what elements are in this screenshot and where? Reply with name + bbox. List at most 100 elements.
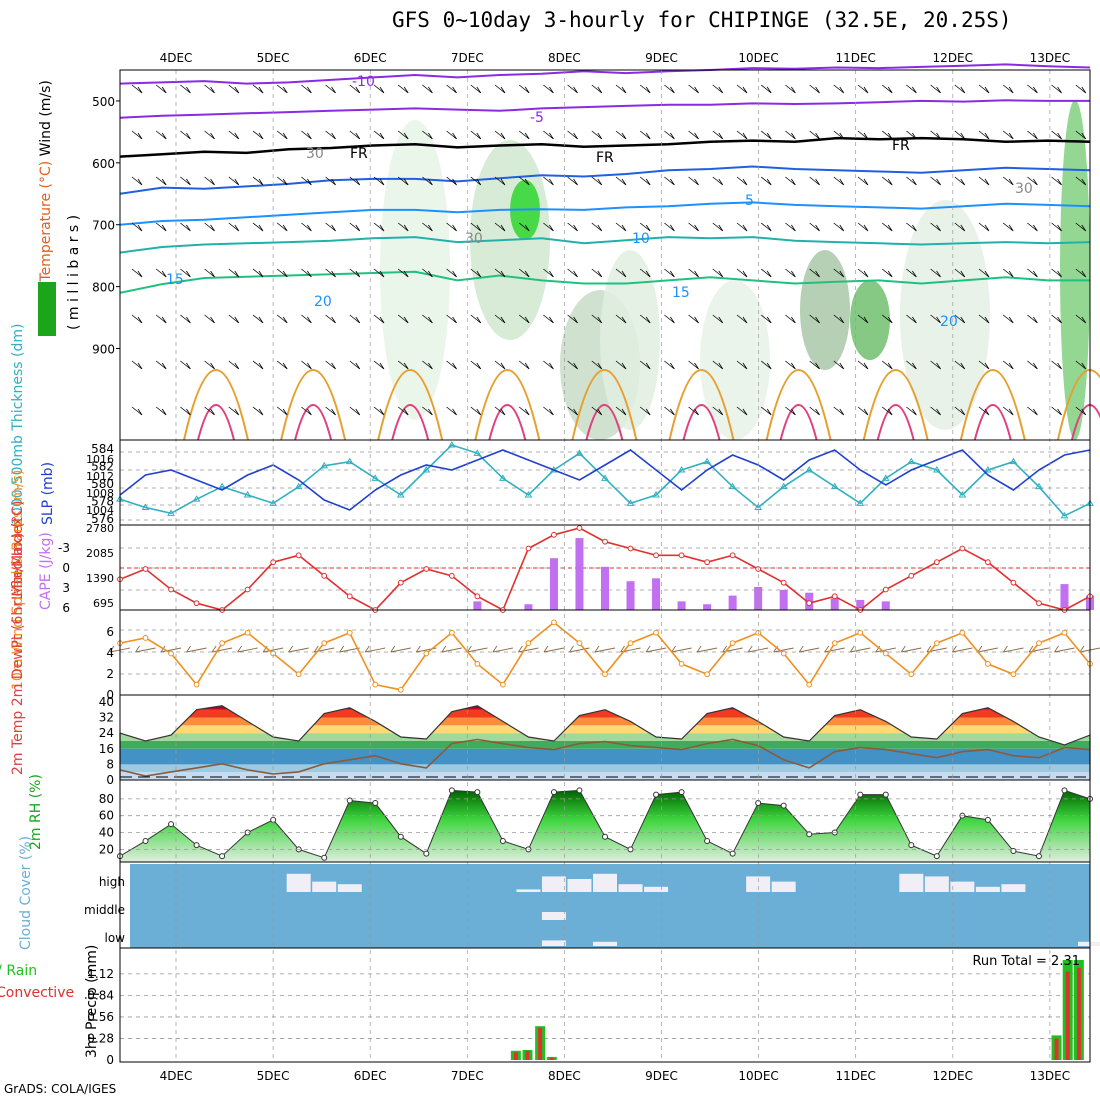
- rh-point: [448, 787, 455, 794]
- wind-barb: [204, 268, 215, 278]
- wind-speed-line-point: [474, 660, 481, 667]
- contour-label: FR: [892, 138, 910, 154]
- temp-band: [120, 772, 1090, 780]
- wind-barb: [349, 222, 361, 232]
- wind-barb: [470, 176, 482, 186]
- wind-barb: [1002, 84, 1014, 94]
- wind-barb: [857, 360, 869, 370]
- cape-bar: [703, 604, 712, 610]
- hot-contour-2: [391, 404, 430, 441]
- lifted-index-line-point: [984, 559, 991, 566]
- cloud-bar-high: [618, 884, 643, 892]
- wind-barb: [736, 130, 748, 140]
- wind-barb: [518, 222, 530, 232]
- rh-point: [576, 787, 583, 794]
- bottom-date-label: 9DEC: [645, 1069, 678, 1083]
- wind-barb: [373, 130, 385, 140]
- wind-speed-line: [119, 621, 1091, 691]
- cloud-bar-high: [312, 881, 337, 892]
- wind-speed-line-point: [908, 671, 915, 678]
- wind-barb: [833, 130, 845, 140]
- lifted-index-line-point: [959, 545, 966, 552]
- wind-speed-line-point: [372, 681, 379, 688]
- wind-barb: [470, 406, 482, 416]
- wind-barb: [204, 360, 215, 370]
- surface-wind-barb: [696, 645, 718, 653]
- wind-speed-line-point: [142, 635, 149, 641]
- pressure-tick: 600: [92, 157, 115, 171]
- lifted-index-line-point: [295, 552, 302, 559]
- temp-line: [119, 705, 1091, 780]
- wind-barb: [712, 268, 724, 278]
- cape-bar: [728, 595, 737, 610]
- rh-point: [653, 791, 660, 798]
- wind-barb: [688, 314, 699, 324]
- wind-barb: [639, 268, 651, 278]
- wind-barb: [785, 176, 796, 186]
- thickness-line-point: [805, 466, 814, 473]
- wind-barb: [373, 176, 385, 186]
- wind-barb: [422, 84, 433, 94]
- wind-barb: [228, 406, 240, 416]
- lifted-index-line-point: [397, 579, 404, 586]
- wind-barb: [809, 130, 820, 140]
- top-date-label: 5DEC: [257, 51, 290, 65]
- wind-barb: [857, 406, 869, 416]
- wind-barb: [1075, 360, 1087, 370]
- wind-barb: [785, 222, 796, 232]
- wind-barb: [712, 222, 724, 232]
- wind-barb: [615, 268, 627, 278]
- thickness-line-point: [932, 466, 941, 473]
- lifted-index-line-point: [142, 566, 149, 572]
- wind-barb: [978, 406, 990, 416]
- wind-barb: [228, 84, 240, 94]
- warm-contour-3: [474, 369, 541, 441]
- wind-barb: [373, 406, 385, 416]
- wind-barb: [446, 360, 457, 370]
- wind-barb: [301, 176, 312, 186]
- wind-barb: [591, 130, 603, 140]
- wind-barb: [954, 222, 966, 232]
- wind-barb: [422, 222, 433, 232]
- wind-barb: [446, 314, 457, 324]
- lifted-index-line-point: [882, 586, 889, 593]
- wind-barb: [978, 360, 990, 370]
- wind-barb: [518, 314, 530, 324]
- cloud-bar-high: [1001, 884, 1026, 892]
- wind-barb: [664, 268, 675, 278]
- wind-barb: [397, 130, 409, 140]
- cloud-tick: high: [99, 875, 125, 889]
- surface-wind-barb: [518, 645, 539, 653]
- precip-tick: 1.12: [87, 967, 114, 981]
- top-date-label: 10DEC: [738, 51, 778, 65]
- slp-panel: [119, 439, 1091, 526]
- surface-wind-barb: [364, 645, 386, 653]
- hot-contour-4: [585, 404, 624, 441]
- thickness-line-point: [473, 449, 482, 456]
- rh-point: [1035, 853, 1042, 860]
- surface-wind-barb: [645, 645, 667, 653]
- thickness-line-point: [447, 441, 456, 448]
- wind-barb: [760, 130, 772, 140]
- lifted-index-line-point: [908, 572, 915, 579]
- wind-speed-line-point: [959, 629, 966, 636]
- wind-speed-line-point: [882, 650, 889, 657]
- wind-barb: [252, 84, 264, 94]
- rh-point: [550, 789, 557, 796]
- wind-barb: [543, 314, 554, 324]
- wind-barb: [881, 130, 893, 140]
- wind-barb: [204, 406, 215, 416]
- wind-barb: [180, 406, 191, 416]
- wind-barb: [325, 268, 336, 278]
- thickness-line-point: [984, 466, 992, 473]
- bottom-date-label: 8DEC: [548, 1069, 581, 1083]
- wind-barb: [639, 406, 651, 416]
- rh-shade-4: [800, 250, 850, 370]
- wind-barb: [591, 268, 603, 278]
- wind-speed-line-point: [168, 650, 174, 657]
- wind-barb: [591, 360, 603, 370]
- thickness-line-point: [396, 491, 405, 498]
- wind-barb: [736, 222, 748, 232]
- slp-tick: 1004: [86, 504, 114, 517]
- wind-barb: [155, 360, 167, 370]
